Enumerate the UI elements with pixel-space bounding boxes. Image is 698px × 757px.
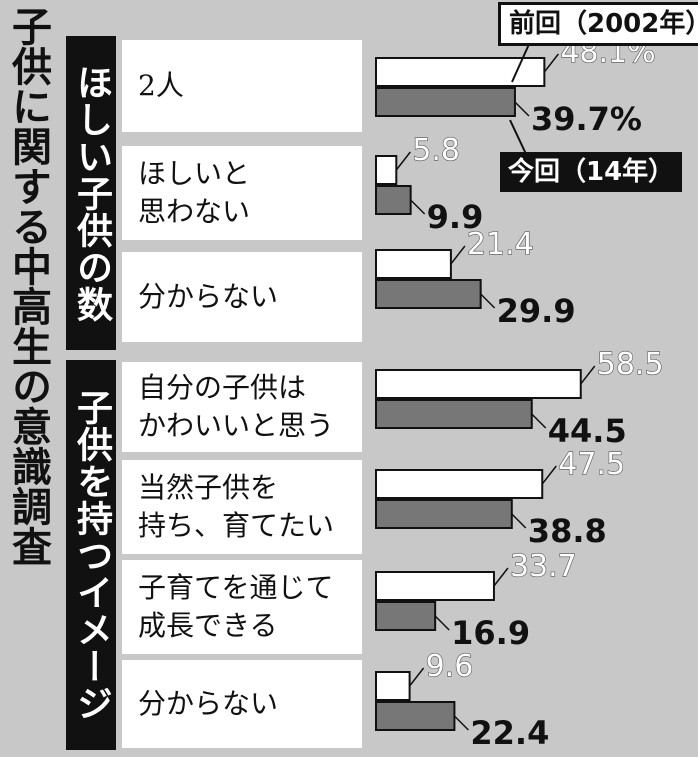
chart-title: 子供に関する中高生の意識調査 (5, 6, 51, 566)
leader-current-1 (410, 199, 426, 215)
value-label-current-6: 22.4 (470, 714, 549, 752)
leader-current-4 (511, 513, 527, 529)
bar-previous-2 (375, 249, 452, 279)
bar-current-1 (375, 185, 412, 215)
leader-current-5 (434, 615, 450, 631)
bar-current-0 (375, 87, 516, 117)
leader-current-6 (453, 715, 469, 731)
bar-current-3 (375, 399, 533, 429)
group-label-child-count: ほしい子供の数 (66, 36, 116, 350)
category-label-dont-know-1: 分からない (122, 252, 362, 342)
bar-previous-0 (375, 57, 546, 87)
leader-current-2 (480, 293, 496, 309)
category-label-cute: 自分の子供は かわいいと思う (122, 362, 362, 452)
value-label-previous-2: 21.4 (467, 227, 534, 262)
value-label-current-4: 38.8 (528, 512, 607, 550)
bar-previous-5 (375, 571, 495, 601)
value-label-current-0: 39.7% (531, 100, 642, 138)
value-label-previous-1: 5.8 (412, 133, 460, 168)
category-label-dont-know-2: 分からない (122, 660, 362, 748)
category-label-naturally-raise: 当然子供を 持ち、育てたい (122, 460, 362, 554)
bar-previous-4 (375, 469, 544, 499)
leader-previous-4 (541, 465, 557, 485)
leader-previous-6 (409, 667, 425, 687)
bar-current-6 (375, 701, 456, 731)
leader-previous-2 (450, 245, 466, 265)
category-label-dont-want: ほしいと 思わない (122, 146, 362, 240)
legend-previous-pointer (511, 41, 531, 83)
value-label-current-2: 29.9 (497, 292, 576, 330)
category-label-two-children: 2人 (122, 40, 362, 132)
value-label-current-1: 9.9 (427, 198, 484, 236)
leader-current-0 (514, 101, 530, 117)
legend-previous: 前回（2002年） (498, 2, 698, 46)
value-label-previous-5: 33.7 (510, 549, 577, 584)
legend-current-pointer (509, 119, 527, 155)
bar-current-4 (375, 499, 513, 529)
legend-current: 今回（14年） (500, 152, 683, 192)
value-label-previous-3: 58.5 (597, 347, 664, 382)
bar-previous-3 (375, 369, 582, 399)
leader-current-3 (531, 413, 547, 429)
value-label-previous-4: 47.5 (558, 447, 625, 482)
leader-previous-1 (395, 151, 411, 171)
leader-previous-3 (580, 365, 596, 385)
leader-previous-5 (493, 567, 509, 587)
group-label-child-image: 子供を持つイメージ (66, 360, 116, 750)
value-label-previous-6: 9.6 (426, 649, 474, 684)
bar-previous-1 (375, 155, 398, 185)
value-label-current-3: 44.5 (548, 412, 627, 450)
category-label-grow-through: 子育てを通じて 成長できる (122, 560, 362, 654)
bar-current-5 (375, 601, 437, 631)
bar-previous-6 (375, 671, 411, 701)
leader-previous-0 (543, 53, 559, 73)
value-label-current-5: 16.9 (451, 614, 530, 652)
bar-current-2 (375, 279, 482, 309)
